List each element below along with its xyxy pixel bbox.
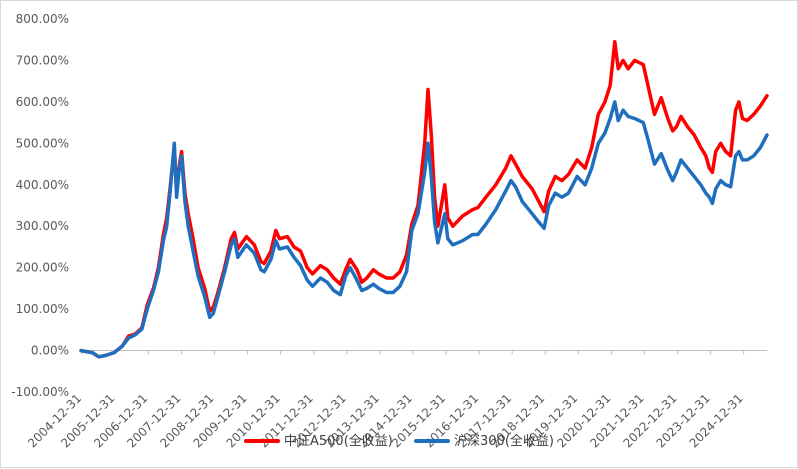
x-axis: 2004-12-312005-12-312006-12-312007-12-31… (25, 350, 767, 450)
y-tick-label: 600.00% (16, 95, 69, 109)
y-tick-label: 400.00% (16, 178, 69, 192)
y-tick-label: 700.00% (16, 53, 69, 67)
y-tick-label: -100.00% (11, 385, 69, 399)
y-tick-label: 300.00% (16, 219, 69, 233)
series-layer (79, 40, 769, 359)
legend-label: 沪深300(全收益) (454, 433, 554, 449)
legend: 中证A500(全收益) 沪深300(全收益) (244, 433, 554, 449)
y-tick-label: 500.00% (16, 136, 69, 150)
y-tick-label: 800.00% (16, 12, 69, 26)
y-tick-label: 100.00% (16, 302, 69, 316)
series-line-2 (79, 100, 769, 359)
y-tick-label: 200.00% (16, 261, 69, 275)
y-axis-ticks: -100.00% 0.00% 100.00% 200.00% 300.00% 400.00… (11, 12, 69, 399)
y-tick-label: 0.00% (31, 344, 69, 358)
legend-label: 中证A500(全收益) (284, 433, 393, 449)
